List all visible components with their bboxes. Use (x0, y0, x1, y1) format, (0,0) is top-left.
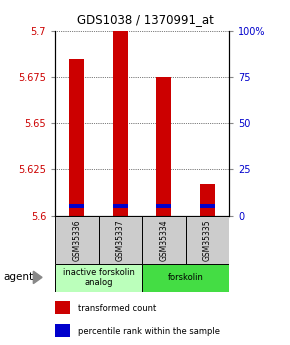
Text: GDS1038 / 1370991_at: GDS1038 / 1370991_at (77, 13, 213, 27)
Bar (55, 216, 99, 264)
Text: GSM35334: GSM35334 (159, 219, 168, 260)
Text: GSM35335: GSM35335 (203, 219, 212, 260)
Text: forskolin: forskolin (168, 273, 204, 282)
Text: inactive forskolin
analog: inactive forskolin analog (63, 268, 135, 287)
Bar (113, 31, 128, 216)
Bar (99, 216, 142, 264)
Text: percentile rank within the sample: percentile rank within the sample (78, 327, 220, 336)
Bar (156, 204, 171, 208)
Bar (186, 216, 229, 264)
Bar (55, 264, 142, 292)
Bar (55, 301, 70, 314)
Bar (156, 77, 171, 216)
Bar (55, 324, 70, 337)
Bar (200, 204, 215, 208)
Bar (142, 216, 186, 264)
Bar (69, 204, 84, 208)
Text: GSM35336: GSM35336 (72, 219, 81, 260)
Bar (69, 59, 84, 216)
Text: GSM35337: GSM35337 (116, 219, 125, 260)
Bar (200, 184, 215, 216)
Text: agent: agent (3, 273, 33, 282)
Polygon shape (33, 271, 42, 284)
Bar (113, 204, 128, 208)
Bar (142, 264, 229, 292)
Text: transformed count: transformed count (78, 304, 157, 313)
